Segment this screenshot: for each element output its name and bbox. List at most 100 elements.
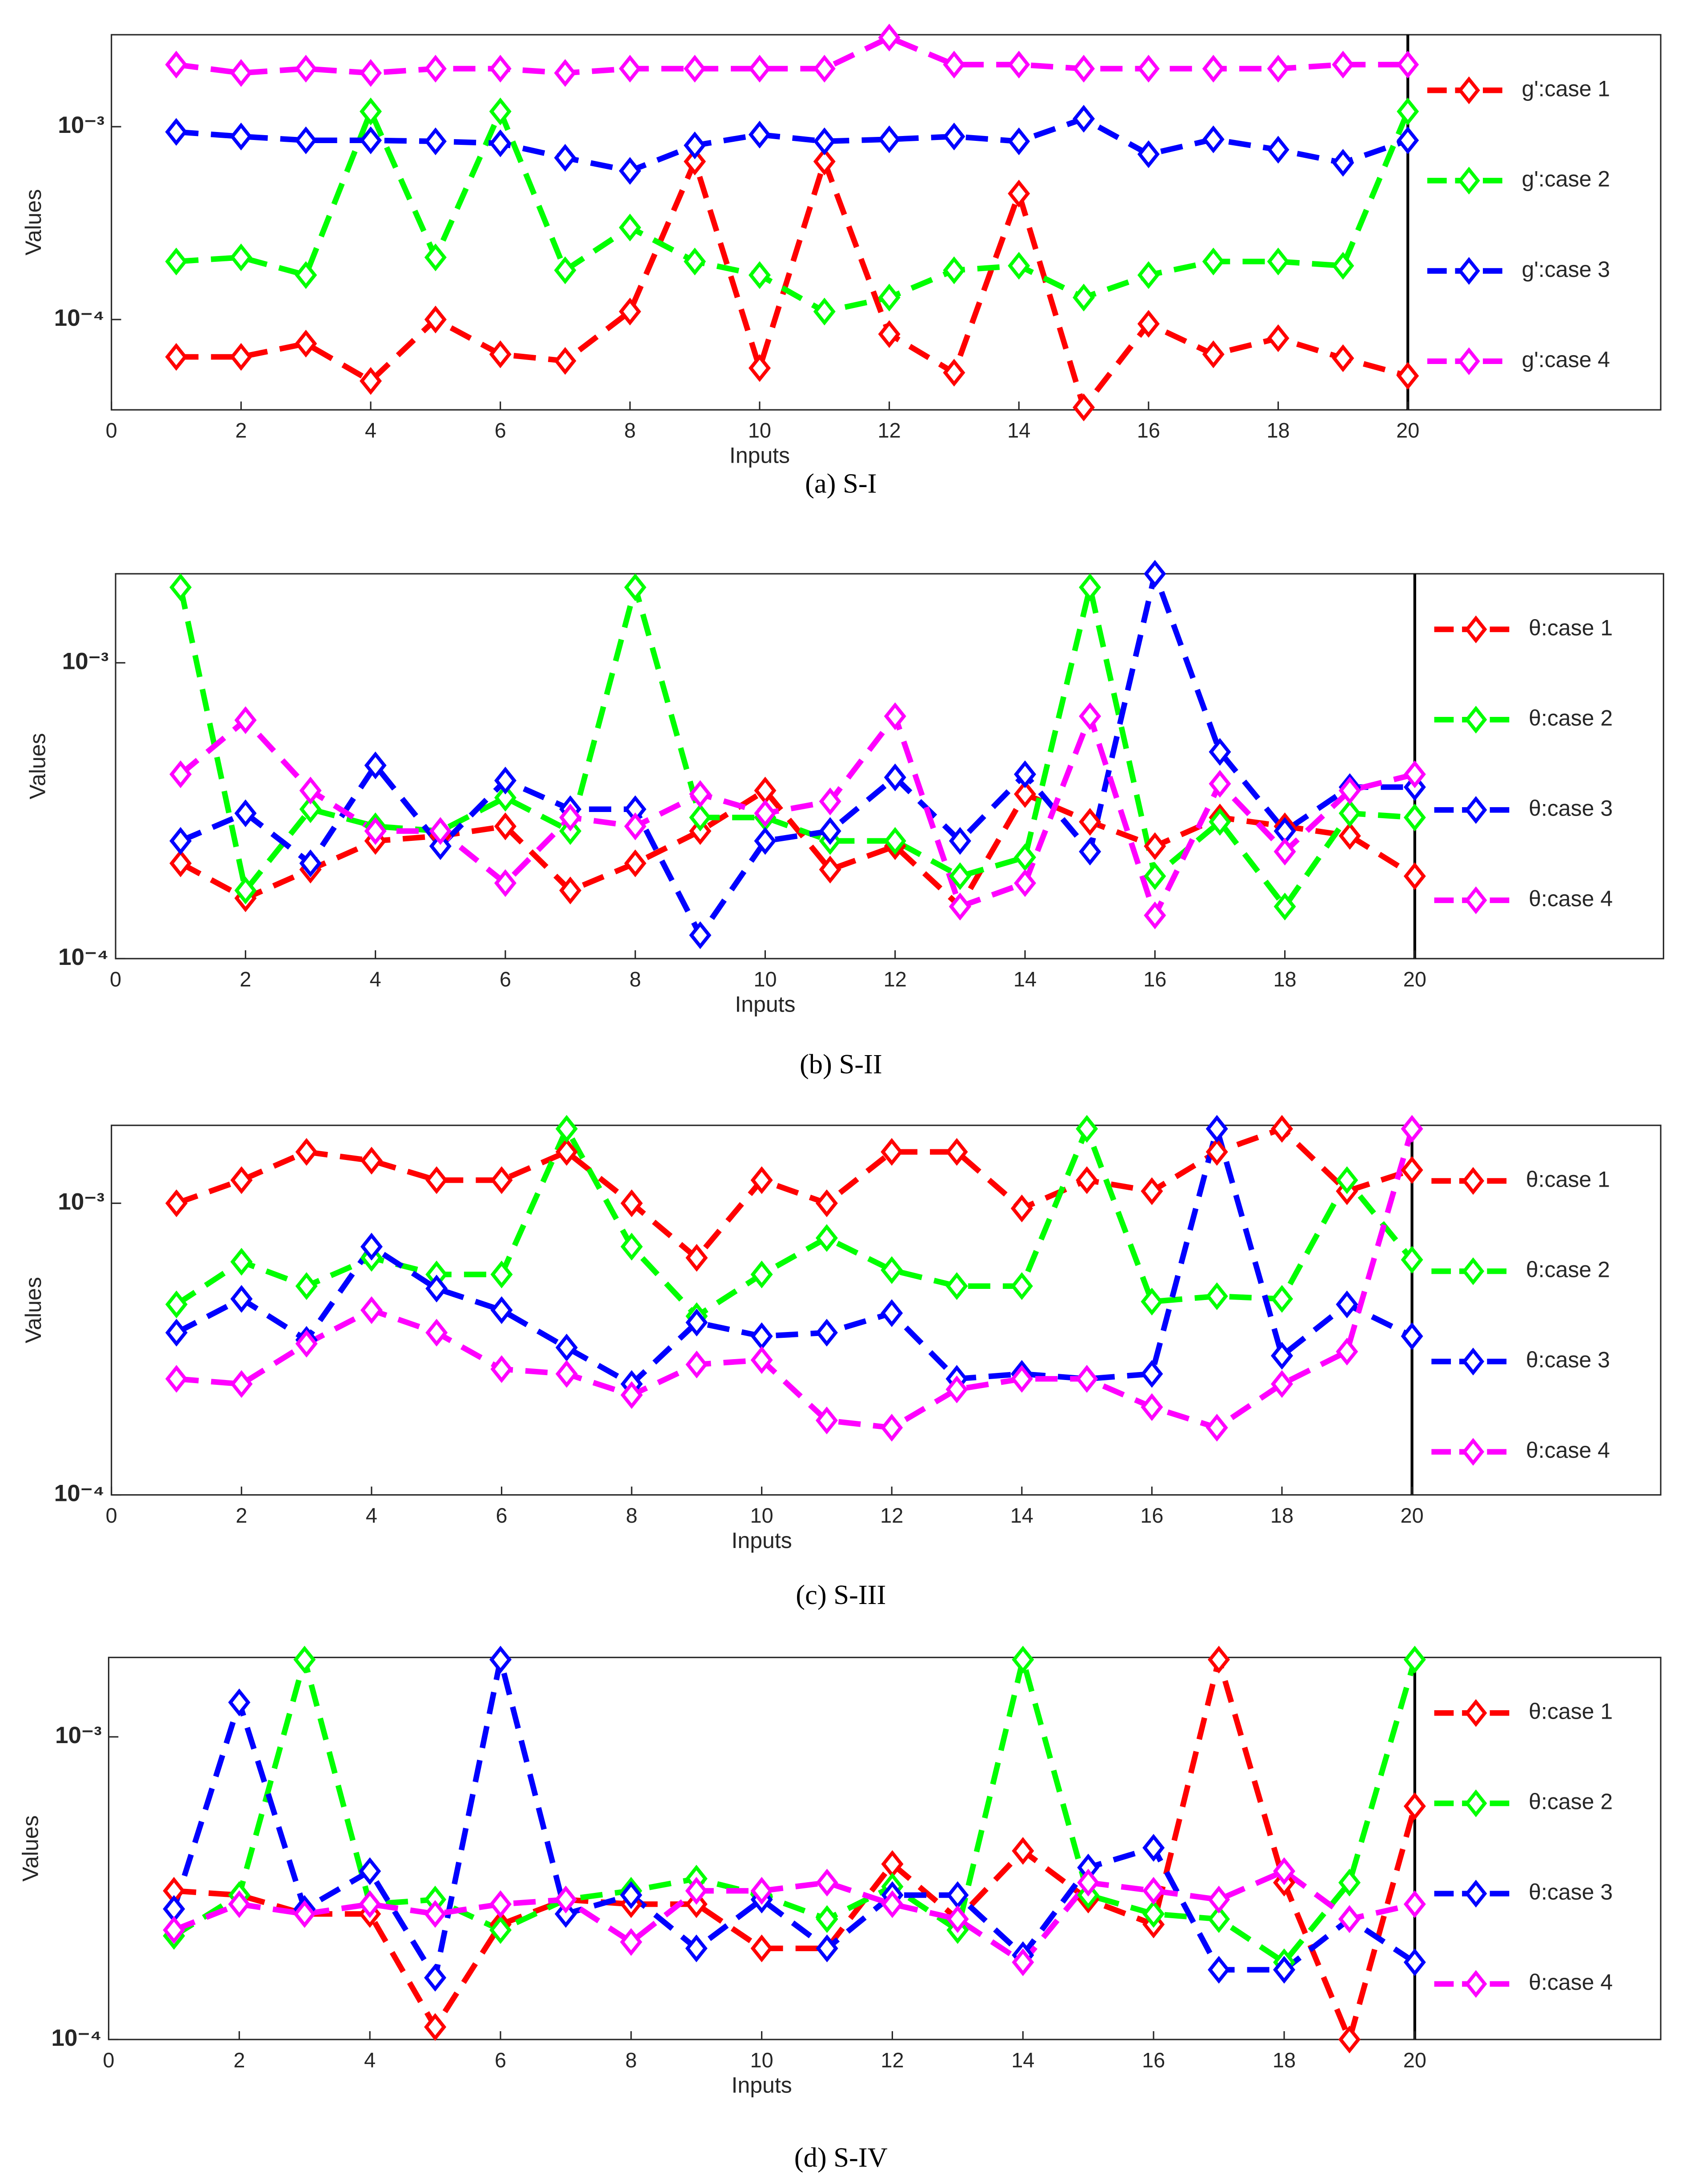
data-point [295, 126, 317, 155]
data-point [816, 1934, 838, 1963]
data-point [1205, 1115, 1228, 1143]
data-point [815, 1319, 838, 1347]
data-point [624, 849, 647, 877]
data-point [1142, 1877, 1165, 1905]
data-point [429, 832, 452, 860]
data-point [689, 780, 712, 808]
data-point [228, 1688, 251, 1716]
data-point [1079, 573, 1101, 601]
data-point [1403, 1645, 1426, 1674]
legend-marker [1462, 1348, 1485, 1376]
data-point [1267, 248, 1290, 276]
data-point [1403, 862, 1426, 890]
data-point [754, 799, 777, 828]
data-point [165, 1189, 188, 1217]
data-point [299, 849, 322, 877]
data-point [364, 817, 387, 845]
data-point [1267, 55, 1290, 83]
data-point [1137, 310, 1160, 338]
series-line [179, 564, 1415, 941]
data-point [685, 1877, 708, 1905]
data-point [884, 763, 906, 792]
data-point [1010, 1194, 1033, 1223]
x-tick-label: 10 [750, 1504, 773, 1527]
legend-label: θ:case 4 [1526, 1438, 1610, 1463]
data-point [881, 1299, 903, 1327]
data-point [1010, 1365, 1033, 1393]
data-point [230, 243, 252, 272]
data-point [748, 120, 771, 149]
x-tick-label: 8 [625, 2048, 637, 2072]
data-point [819, 817, 841, 845]
y-axis-label: Values [18, 1815, 43, 1881]
legend-marker [1465, 705, 1487, 734]
data-point [619, 55, 641, 83]
data-point [748, 55, 771, 83]
data-point [360, 1147, 383, 1175]
legend-label: θ:case 4 [1529, 1970, 1613, 1995]
x-tick-label: 16 [1143, 968, 1166, 991]
data-point [1332, 51, 1354, 79]
data-point [494, 812, 517, 840]
data-point [815, 1224, 838, 1252]
x-tick-label: 4 [370, 968, 381, 991]
legend-label: θ:case 3 [1526, 1348, 1610, 1372]
x-tick-label: 16 [1140, 1504, 1163, 1527]
data-point [494, 766, 517, 795]
data-point [1274, 837, 1296, 866]
data-point [555, 1138, 578, 1166]
plot-frame [111, 1124, 1662, 1496]
series-line [175, 1118, 1414, 1388]
data-point [1202, 340, 1225, 368]
data-point [489, 129, 512, 157]
x-tick-label: 20 [1401, 1504, 1424, 1527]
data-point [684, 131, 706, 160]
data-point [1397, 51, 1419, 79]
data-point [490, 1260, 513, 1288]
data-point [1403, 1890, 1426, 1918]
data-point [819, 856, 841, 884]
legend-marker [1458, 257, 1480, 285]
x-tick-label: 16 [1142, 2048, 1165, 2072]
x-tick-label: 18 [1273, 2048, 1296, 2072]
legend-marker [1465, 1970, 1487, 1998]
data-point [1202, 248, 1225, 276]
data-point [1273, 1857, 1296, 1885]
data-point [624, 573, 647, 601]
data-point [619, 157, 641, 185]
x-axis-label: Inputs [732, 2072, 792, 2097]
data-point [234, 799, 257, 828]
data-point [1270, 1370, 1293, 1398]
data-point [750, 1877, 773, 1905]
data-point [1403, 1792, 1426, 1820]
legend-label: g':case 3 [1522, 257, 1610, 282]
x-tick-label: 12 [884, 968, 907, 991]
data-point [619, 297, 641, 326]
series-line [175, 1125, 1413, 1262]
x-tick-label: 6 [500, 968, 511, 991]
data-point [554, 256, 577, 284]
data-point [293, 1900, 316, 1928]
x-tick-label: 8 [624, 419, 636, 442]
data-point [1012, 1645, 1034, 1674]
x-tick-label: 18 [1266, 419, 1290, 442]
legend-label: θ:case 2 [1529, 705, 1613, 730]
data-point [234, 876, 257, 904]
x-tick-label: 0 [110, 968, 121, 991]
data-point [555, 1333, 578, 1362]
data-point [943, 256, 965, 284]
data-point [949, 892, 971, 920]
data-point [494, 869, 517, 897]
data-point [360, 1296, 383, 1324]
data-point [1008, 51, 1030, 79]
legend-marker [1458, 76, 1480, 104]
data-point [165, 1319, 188, 1347]
chart-panel: 0 2 4 6 8 10 12 14 16 18 20 10⁻⁴ 10⁻³ Inputs Values θ:c… [18, 1645, 1662, 2173]
legend-label: θ:case 3 [1529, 796, 1613, 821]
legend-marker [1465, 1699, 1487, 1727]
data-point [1013, 869, 1037, 897]
data-point [685, 1350, 708, 1379]
data-point [169, 573, 192, 601]
data-point [1079, 702, 1101, 730]
